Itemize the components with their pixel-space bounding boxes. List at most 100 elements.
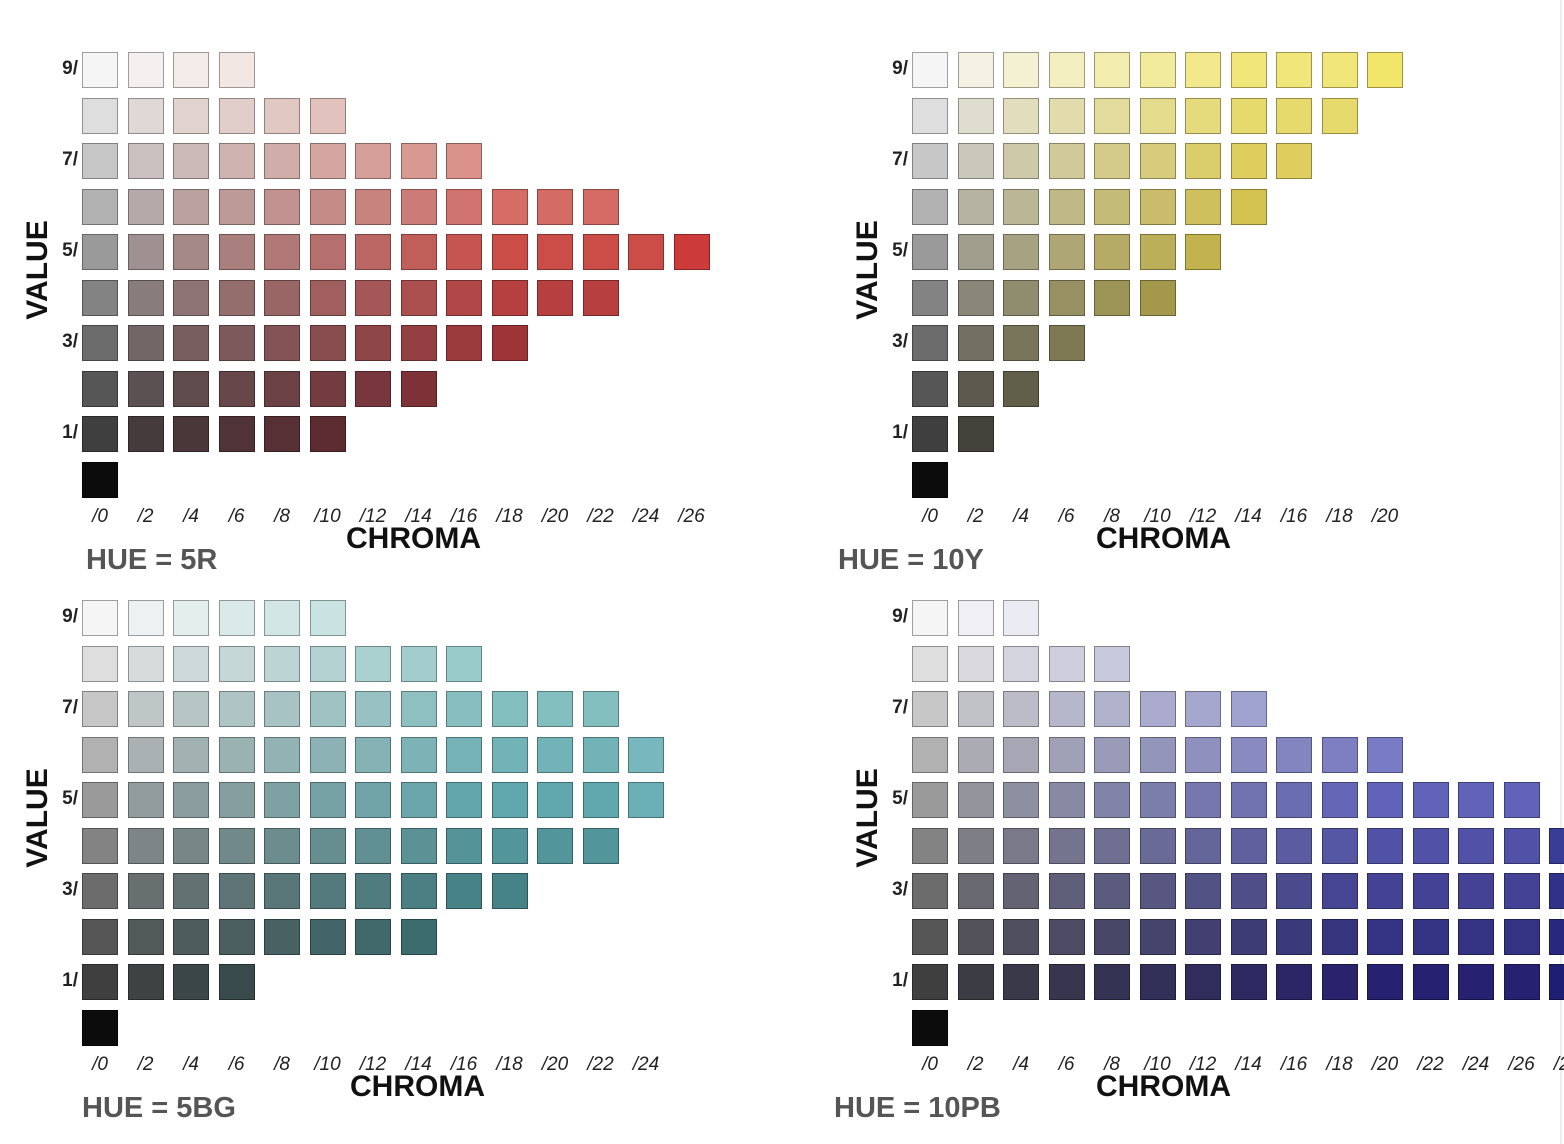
color-chip-v8-c4 — [1003, 645, 1039, 682]
hue-label: HUE = 10PB — [834, 1092, 1001, 1124]
chroma-tick-label: /12 — [1189, 506, 1217, 527]
chroma-tick-label: /4 — [183, 1054, 199, 1075]
color-chip-v5-c6 — [1048, 782, 1085, 818]
color-chip-v2-c10 — [309, 918, 346, 955]
chroma-tick-label: /14 — [1235, 1054, 1262, 1075]
color-chip-v2-c6 — [218, 918, 255, 955]
value-tick-label: 9/ — [892, 58, 908, 79]
color-chip-v7-c20 — [537, 691, 573, 727]
color-chip-v1-c28 — [1549, 964, 1564, 1000]
color-chip-v3-c10 — [309, 873, 346, 909]
color-chip-v7-c10 — [309, 691, 346, 727]
color-chip-v3-c12 — [1185, 873, 1221, 909]
chroma-tick-label: /20 — [541, 506, 569, 527]
color-chip-v3-c0 — [82, 873, 118, 909]
color-chip-v4-c28 — [1549, 827, 1564, 864]
color-chip-v7-c4 — [173, 691, 209, 727]
color-chip-v2-c22 — [1412, 918, 1449, 955]
color-chip-v2-c28 — [1549, 918, 1564, 955]
color-chip-v3-c0 — [912, 873, 948, 909]
color-chip-v6-c22 — [582, 736, 619, 773]
color-chip-v4-c20 — [537, 827, 573, 864]
color-chip-v5-c18 — [491, 782, 528, 818]
hue-panel-10pb: VALUE CHROMA HUE = 10PB 9/7/5/3/1/ /0/2/4… — [782, 548, 1564, 1124]
color-chip-v7-c0 — [82, 143, 118, 179]
color-chip-v2-c6 — [218, 370, 255, 407]
color-chip-v1-c6 — [218, 964, 255, 1000]
color-chip-v6-c6 — [218, 188, 255, 225]
color-chip-v5-c0 — [912, 234, 948, 270]
color-chip-v5-c4 — [1003, 782, 1039, 818]
color-chip-v7-c2 — [127, 143, 164, 179]
color-chip-v6-c10 — [309, 188, 346, 225]
color-chip-v7-c22 — [582, 691, 619, 727]
color-chip-v6-c20 — [1367, 736, 1403, 773]
value-tick-label: 1/ — [892, 422, 908, 443]
color-chip-v5-c22 — [582, 782, 619, 818]
chroma-tick-label: /2 — [967, 506, 984, 527]
color-chip-v4-c0 — [82, 827, 118, 864]
color-chip-v6-c10 — [1139, 188, 1176, 225]
color-chip-v9-c10 — [309, 600, 346, 636]
color-chip-v9-c0 — [912, 600, 948, 636]
color-chip-v3-c10 — [309, 325, 346, 361]
color-chip-v6-c14 — [1230, 188, 1267, 225]
value-tick-label: 7/ — [892, 697, 908, 718]
chroma-tick-label: /2 — [137, 1054, 154, 1075]
chroma-axis-label: CHROMA — [1096, 522, 1231, 555]
color-chip-v8-c6 — [1048, 645, 1085, 682]
color-chip-v8-c10 — [309, 645, 346, 682]
color-chip-v7-c4 — [173, 143, 209, 179]
color-chip-v9-c6 — [218, 52, 255, 88]
chroma-tick-label: /22 — [587, 506, 614, 527]
color-chip-v5-c26 — [673, 234, 710, 270]
color-chip-v8-c16 — [1276, 97, 1312, 134]
color-chip-v3-c18 — [1321, 873, 1358, 909]
color-chip-v7-c0 — [912, 691, 948, 727]
color-chip-v8-c2 — [127, 645, 164, 682]
color-chip-v5-c8 — [264, 234, 300, 270]
color-chip-v7-c6 — [218, 143, 255, 179]
color-chip-v7-c2 — [957, 691, 994, 727]
color-chip-v9-c2 — [127, 600, 164, 636]
color-chip-v5-c18 — [1321, 782, 1358, 818]
color-chip-v3-c4 — [173, 325, 209, 361]
hue-label: HUE = 10Y — [838, 544, 984, 576]
color-chip-v2-c2 — [127, 370, 164, 407]
color-chip-v2-c4 — [173, 918, 209, 955]
color-chip-v6-c8 — [264, 736, 300, 773]
chroma-tick-label: /14 — [1235, 506, 1262, 527]
color-chip-v6-c12 — [355, 188, 391, 225]
color-chip-v1-c10 — [1139, 964, 1176, 1000]
color-chip-v7-c14 — [400, 143, 437, 179]
color-chip-v2-c0 — [82, 370, 118, 407]
color-chip-v1-c20 — [1367, 964, 1403, 1000]
color-chip-v9-c4 — [1003, 52, 1039, 88]
color-chip-v3-c8 — [264, 325, 300, 361]
color-chip-v3-c16 — [1276, 873, 1312, 909]
color-chip-v2-c6 — [1048, 918, 1085, 955]
color-chip-v6-c14 — [400, 188, 437, 225]
color-chip-v4-c22 — [582, 827, 619, 864]
chroma-tick-label: /12 — [1189, 1054, 1217, 1075]
color-chip-v6-c12 — [1185, 188, 1221, 225]
color-chip-v4-c24 — [1458, 827, 1494, 864]
color-chip-v8-c2 — [957, 645, 994, 682]
chroma-tick-label: /14 — [405, 506, 432, 527]
color-chip-v3-c22 — [1412, 873, 1449, 909]
color-chip-v5-c16 — [446, 234, 482, 270]
color-chip-v6-c6 — [218, 736, 255, 773]
color-chip-v6-c20 — [537, 736, 573, 773]
color-chip-v0-c0 — [912, 1009, 948, 1046]
color-chip-v5-c0 — [912, 782, 948, 818]
color-chip-v3-c28 — [1549, 873, 1564, 909]
color-chip-v2-c0 — [912, 918, 948, 955]
color-chip-v3-c12 — [355, 325, 391, 361]
color-chip-v4-c12 — [355, 827, 391, 864]
color-chip-v4-c0 — [912, 827, 948, 864]
color-chip-v6-c0 — [912, 736, 948, 773]
color-chip-v4-c6 — [218, 827, 255, 864]
color-chip-v8-c14 — [400, 645, 437, 682]
color-chip-v2-c2 — [957, 918, 994, 955]
value-tick-label: 5/ — [62, 788, 78, 809]
